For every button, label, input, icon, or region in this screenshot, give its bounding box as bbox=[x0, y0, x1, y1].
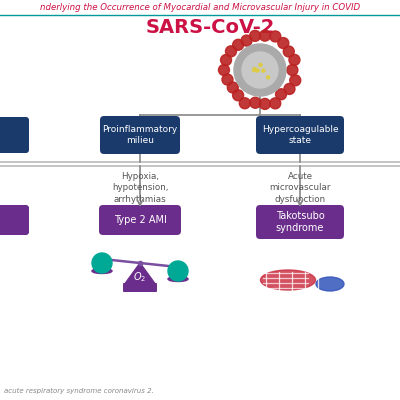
Ellipse shape bbox=[316, 277, 344, 291]
Circle shape bbox=[284, 84, 295, 94]
Polygon shape bbox=[124, 263, 156, 285]
Circle shape bbox=[289, 54, 300, 65]
Circle shape bbox=[241, 35, 252, 46]
FancyBboxPatch shape bbox=[256, 205, 344, 239]
Circle shape bbox=[259, 98, 270, 110]
Text: SARS-CoV-2: SARS-CoV-2 bbox=[145, 18, 275, 37]
Circle shape bbox=[218, 64, 230, 76]
Circle shape bbox=[233, 39, 244, 50]
Circle shape bbox=[220, 54, 232, 66]
Text: Takotsubo
syndrome: Takotsubo syndrome bbox=[276, 211, 324, 233]
Circle shape bbox=[92, 253, 112, 273]
Circle shape bbox=[276, 89, 286, 100]
Circle shape bbox=[270, 31, 281, 42]
Circle shape bbox=[278, 38, 289, 48]
FancyBboxPatch shape bbox=[123, 283, 157, 292]
Text: nderlying the Occurrence of Myocardial and Microvascular Injury in COVID: nderlying the Occurrence of Myocardial a… bbox=[40, 3, 360, 12]
Ellipse shape bbox=[168, 276, 188, 282]
FancyBboxPatch shape bbox=[0, 117, 29, 153]
Circle shape bbox=[239, 98, 250, 109]
Circle shape bbox=[252, 69, 256, 72]
Circle shape bbox=[262, 69, 265, 72]
FancyBboxPatch shape bbox=[100, 116, 180, 154]
Circle shape bbox=[226, 46, 236, 57]
Ellipse shape bbox=[260, 270, 316, 290]
FancyBboxPatch shape bbox=[256, 116, 344, 154]
Circle shape bbox=[168, 261, 188, 281]
Circle shape bbox=[222, 74, 233, 85]
Circle shape bbox=[250, 30, 260, 41]
Circle shape bbox=[227, 82, 238, 93]
Circle shape bbox=[234, 44, 286, 96]
Circle shape bbox=[260, 30, 270, 41]
Circle shape bbox=[283, 46, 294, 57]
Text: Acute
microvascular
dysfunction: Acute microvascular dysfunction bbox=[269, 172, 331, 204]
Circle shape bbox=[287, 64, 298, 76]
Circle shape bbox=[250, 97, 261, 108]
Text: $O_2$: $O_2$ bbox=[133, 270, 147, 284]
Circle shape bbox=[267, 76, 270, 79]
Text: Hypercoagulable
state: Hypercoagulable state bbox=[262, 125, 338, 145]
Circle shape bbox=[253, 68, 256, 70]
Circle shape bbox=[233, 90, 244, 101]
Circle shape bbox=[259, 64, 262, 66]
Circle shape bbox=[290, 75, 301, 86]
Text: Proinflammatory
milieu: Proinflammatory milieu bbox=[102, 125, 178, 145]
Text: Type 2 AMI: Type 2 AMI bbox=[114, 215, 166, 225]
Circle shape bbox=[270, 98, 281, 109]
FancyBboxPatch shape bbox=[0, 205, 29, 235]
Circle shape bbox=[256, 69, 259, 72]
Text: acute respiratory syndrome coronavirus 2.: acute respiratory syndrome coronavirus 2… bbox=[4, 388, 154, 394]
FancyBboxPatch shape bbox=[99, 205, 181, 235]
Ellipse shape bbox=[92, 268, 112, 274]
Text: Hypoxia,
hypotension,
arrhythmias: Hypoxia, hypotension, arrhythmias bbox=[112, 172, 168, 204]
Circle shape bbox=[242, 52, 278, 88]
